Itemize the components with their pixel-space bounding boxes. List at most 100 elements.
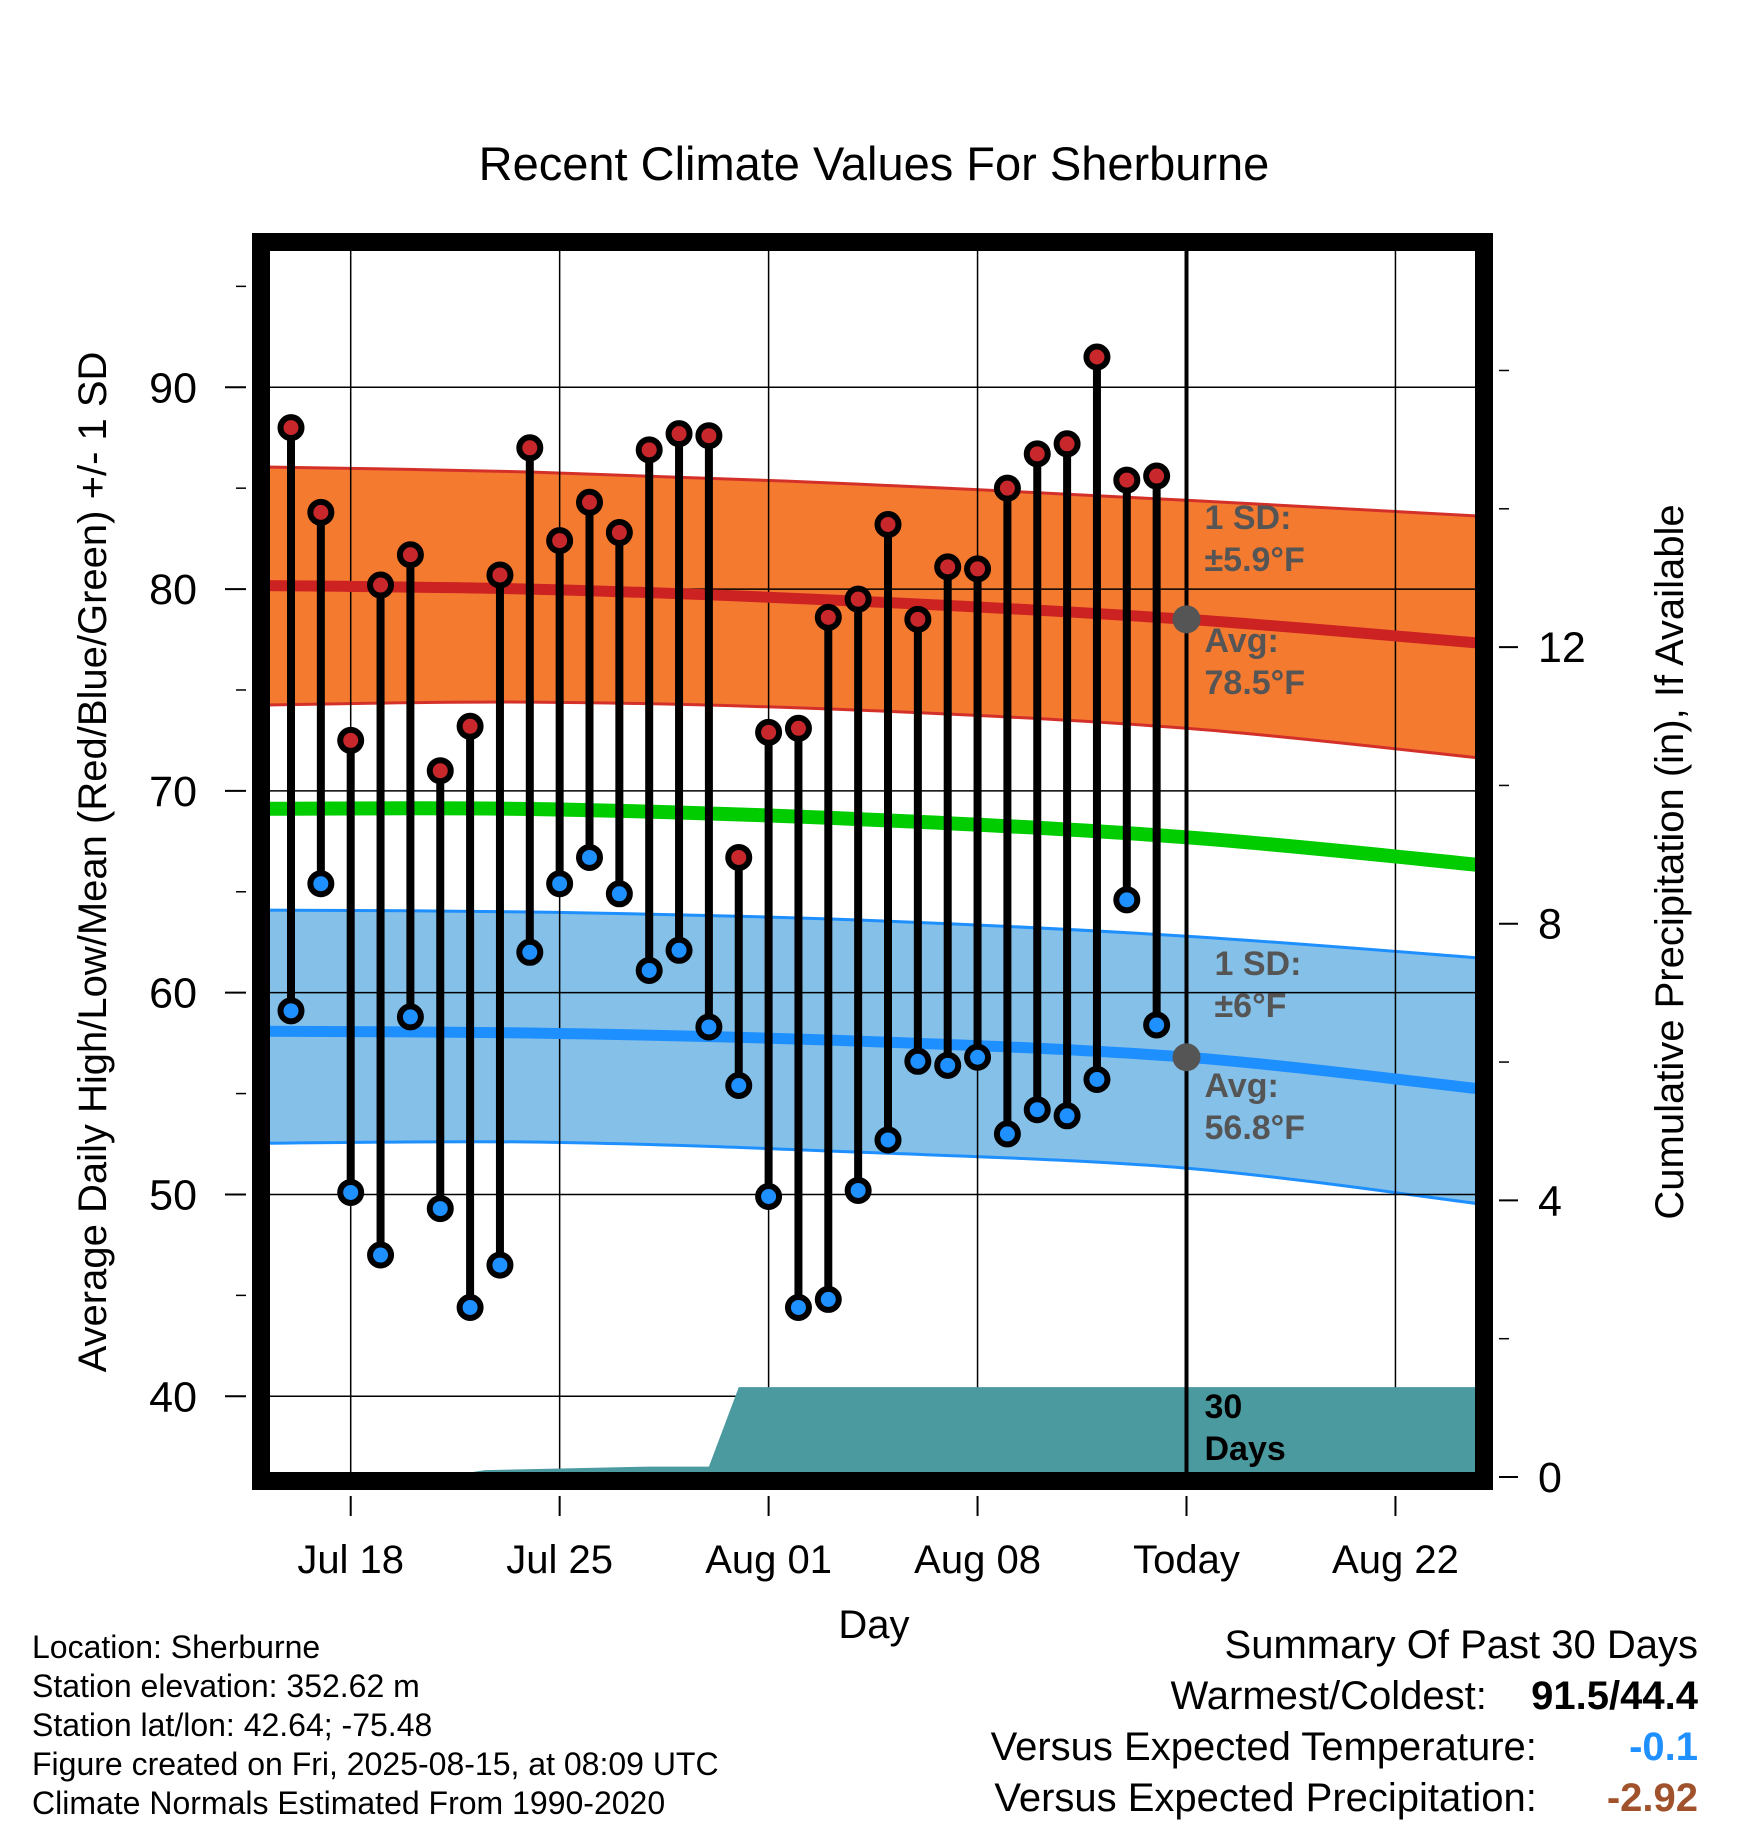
low-point (1023, 1096, 1051, 1124)
low-point (516, 938, 544, 966)
low-point (934, 1051, 962, 1079)
mean-avg-line (265, 801, 1480, 873)
prec-value: -2.92 (1606, 1776, 1698, 1820)
low-point (755, 1182, 783, 1210)
temp-value: -0.1 (1629, 1725, 1698, 1769)
low-point (665, 936, 693, 964)
high-point (337, 726, 365, 754)
y-tick-label: 60 (149, 970, 197, 1018)
today-low-marker (1172, 1043, 1201, 1072)
daily-points (277, 343, 1171, 1321)
high-point (1023, 440, 1051, 468)
low-point (1053, 1102, 1081, 1130)
high-point (456, 712, 484, 740)
high-point (367, 571, 395, 599)
high-point (964, 555, 992, 583)
location-info: Location: Sherburne Station elevation: 3… (32, 1628, 719, 1823)
y-axis-title: Average Daily High/Low/Mean (Red/Blue/Gr… (71, 352, 115, 1373)
low-sd-band (265, 910, 1480, 1204)
low-point (486, 1251, 514, 1279)
latlon-line: Station lat/lon: 42.64; -75.48 (32, 1707, 433, 1743)
low-point (546, 870, 574, 898)
y-tick-label: 50 (149, 1171, 197, 1219)
today-high-marker (1172, 605, 1201, 634)
low-point (396, 1003, 424, 1031)
high-point (605, 519, 633, 547)
high-point (725, 843, 753, 871)
low-point (426, 1195, 454, 1223)
y2-axis-title: Cumulative Precipitation (in), If Availa… (1648, 504, 1692, 1219)
x-tick-label: Aug 08 (914, 1538, 1041, 1582)
x-axis-title: Day (838, 1603, 909, 1647)
warm-cold-row: Warmest/Coldest: 91.5/44.4 (991, 1671, 1699, 1722)
low-point (1083, 1065, 1111, 1093)
high-point (695, 422, 723, 450)
y2-tick-label: 4 (1538, 1177, 1562, 1225)
annotations: 1 SD: ±5.9°F Avg: 78.5°F 1 SD: ±6°F Avg: 56.8°F… (1172, 499, 1305, 1468)
low-point (695, 1013, 723, 1041)
low-point (337, 1178, 365, 1206)
summary-title: Summary Of Past 30 Days (1224, 1623, 1698, 1667)
chart-title: Recent Climate Values For Sherburne (479, 137, 1270, 190)
temp-label: Versus Expected Temperature: (990, 1725, 1537, 1769)
prec-row: Versus Expected Precipitation: -2.92 (991, 1773, 1698, 1824)
y-tick-label: 70 (149, 768, 197, 816)
low-point (844, 1176, 872, 1204)
high-point (1053, 430, 1081, 458)
low-point (964, 1043, 992, 1071)
y2-tick-label: 0 (1538, 1454, 1562, 1502)
plot-border (252, 233, 1493, 1490)
low-point (814, 1285, 842, 1313)
precip-area (440, 1387, 1480, 1477)
high-point (516, 434, 544, 462)
axes: 40 50 60 70 80 90 0 4 8 12 Jul 18 Jul 25 Aug 01 Aug 0… (71, 285, 1692, 1647)
high-point (755, 718, 783, 746)
high-point (307, 498, 335, 526)
high-sd-upper-line (265, 465, 1480, 518)
high-point (904, 605, 932, 633)
x-tick-label: Aug 01 (705, 1538, 832, 1582)
high-sd-value: ±5.9°F (1205, 541, 1305, 579)
low-point (367, 1241, 395, 1269)
high-sd-band (265, 467, 1480, 759)
days-count-label: 30 (1205, 1388, 1243, 1426)
low-point (635, 956, 663, 984)
gridlines (265, 246, 1480, 1477)
high-point (486, 561, 514, 589)
elevation-line: Station elevation: 352.62 m (32, 1668, 420, 1704)
high-point (874, 510, 902, 538)
high-point (396, 541, 424, 569)
warm-cold-value: 91.5/44.4 (1531, 1674, 1698, 1718)
temp-row: Versus Expected Temperature: -0.1 (991, 1722, 1698, 1773)
high-point (1143, 462, 1171, 490)
prec-label: Versus Expected Precipitation: (994, 1776, 1537, 1820)
low-point (993, 1120, 1021, 1148)
low-point (277, 997, 305, 1025)
low-sd-value: ±6°F (1215, 987, 1287, 1025)
precip-area-shape (440, 1387, 1480, 1477)
normals-line: Climate Normals Estimated From 1990-2020 (32, 1785, 666, 1821)
low-point (605, 880, 633, 908)
low-point (307, 870, 335, 898)
low-avg-label: Avg: (1205, 1067, 1279, 1105)
low-point (1113, 886, 1141, 914)
high-point (277, 414, 305, 442)
low-sd-label: 1 SD: (1215, 945, 1302, 983)
y-tick-label: 40 (149, 1373, 197, 1421)
high-point (665, 420, 693, 448)
high-avg-label: Avg: (1205, 622, 1279, 660)
high-point (934, 553, 962, 581)
x-tick-label: Jul 25 (506, 1538, 613, 1582)
low-point (904, 1047, 932, 1075)
low-point (456, 1293, 484, 1321)
days-word-label: Days (1205, 1430, 1286, 1468)
low-point (874, 1126, 902, 1154)
high-point (993, 474, 1021, 502)
daily-stems (287, 356, 1161, 1308)
high-point (1083, 343, 1111, 371)
y2-tick-label: 8 (1538, 901, 1562, 949)
x-tick-label: Today (1133, 1538, 1240, 1582)
plot-frame (252, 233, 1493, 1490)
low-point (784, 1293, 812, 1321)
